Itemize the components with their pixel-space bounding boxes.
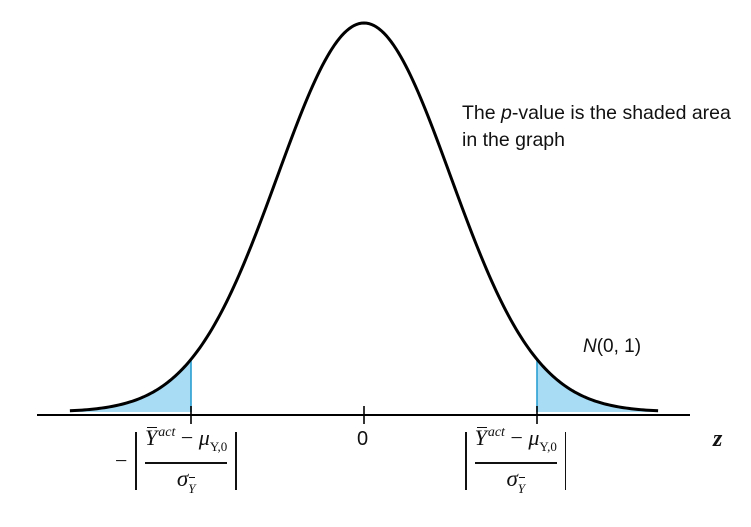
- annotation-p-letter: p: [501, 102, 512, 124]
- left-critical-value-label: − Yact − μY,0 σY: [115, 425, 237, 496]
- abs-bar-right: [235, 432, 237, 490]
- superscript-act: act: [158, 425, 176, 441]
- p-value-annotation: The p-value is the shaded area in the gr…: [462, 100, 751, 154]
- mu-symbol: μ: [528, 425, 540, 451]
- fraction: Yact − μY,0 σY: [137, 420, 235, 502]
- normal-density-curve: [69, 21, 659, 413]
- negative-sign: −: [115, 448, 128, 473]
- superscript-act: act: [487, 425, 505, 441]
- abs-bar-left: [465, 432, 467, 490]
- right-critical-value-label: Yact − μY,0 σY: [465, 425, 567, 496]
- abs-bar-right: [564, 432, 567, 490]
- fraction-bar: [145, 462, 228, 464]
- x-tick-label-zero: 0: [357, 428, 369, 450]
- mu-subscript: Y,0: [539, 439, 557, 455]
- sigma-subscript: Y: [188, 476, 196, 502]
- numerator: Yact − μY,0: [475, 420, 557, 460]
- abs-bar-left: [135, 432, 138, 490]
- curve-label-n: N: [583, 336, 597, 357]
- fraction-bar: [474, 462, 557, 464]
- minus-operator: −: [175, 425, 199, 451]
- sigma-subscript: Y: [518, 476, 526, 502]
- mu-subscript: Y,0: [209, 439, 228, 455]
- annotation-text-pre: The: [462, 102, 502, 124]
- denominator: σY: [506, 465, 526, 502]
- sigma-symbol: σ: [506, 465, 518, 491]
- minus-operator: −: [504, 425, 529, 451]
- x-axis-label: z: [713, 426, 723, 452]
- annotation-line-2: in the graph: [462, 129, 565, 151]
- annotation-line-1: The p-value is the shaded area: [462, 100, 751, 127]
- left-tail-shaded-area: [69, 359, 191, 412]
- ybar-symbol: Y: [474, 425, 488, 451]
- fraction: Yact − μY,0 σY: [467, 420, 565, 502]
- curve-label-params: (0, 1): [596, 336, 642, 357]
- curve-label: N(0, 1): [583, 336, 641, 358]
- right-tail-shaded-area: [537, 359, 659, 412]
- ybar-symbol: Y: [145, 425, 158, 451]
- sigma-symbol: σ: [176, 465, 189, 491]
- annotation-text-post: -value is the shaded area: [511, 102, 731, 124]
- denominator: σY: [177, 466, 196, 502]
- numerator: Yact − μY,0: [145, 420, 227, 460]
- mu-symbol: μ: [198, 425, 210, 451]
